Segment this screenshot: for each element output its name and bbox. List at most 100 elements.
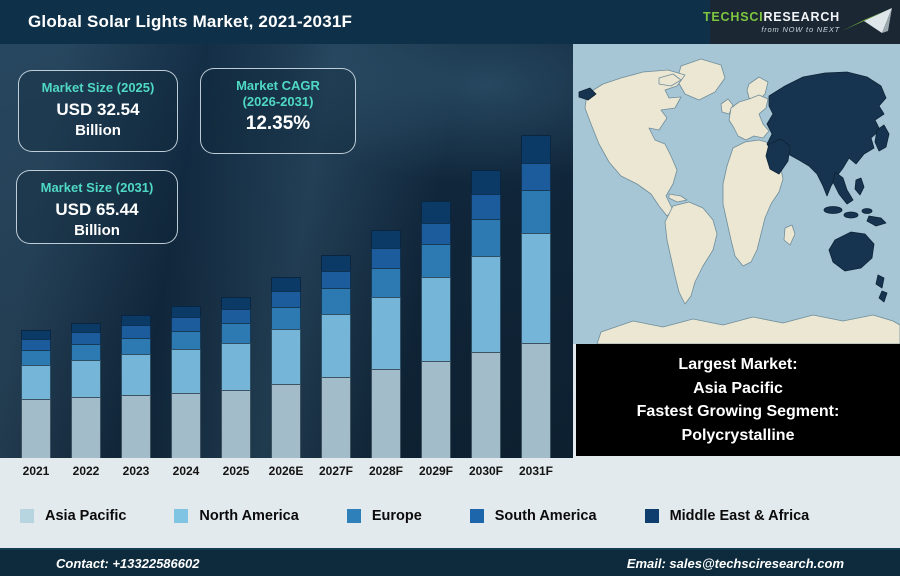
bar-segment: [71, 397, 101, 458]
bar-segment: [121, 337, 151, 355]
bar-2031F: [521, 134, 551, 458]
bar-segment: [521, 190, 551, 234]
bar-segment: [321, 270, 351, 289]
bar-segment: [521, 134, 551, 163]
bar-segment: [121, 324, 151, 338]
legend-label: South America: [494, 508, 597, 524]
bar-segment: [271, 290, 301, 307]
highlight-box-line: Fastest Growing Segment:: [636, 403, 840, 420]
bar-segment: [121, 394, 151, 458]
bar-2026E: [271, 276, 301, 458]
market-size-2031-value: USD 65.44: [55, 200, 139, 219]
bar-segment: [371, 296, 401, 370]
market-size-2025-title: Market Size (2025): [41, 80, 155, 95]
market-size-2025-value: USD 32.54: [56, 100, 140, 119]
market-size-2031-title: Market Size (2031): [40, 180, 154, 195]
bar-segment: [271, 328, 301, 384]
year-label: 2023: [122, 464, 150, 478]
year-label: 2027F: [318, 464, 354, 478]
bar-segment: [21, 399, 51, 458]
logo-tagline: from NOW to NEXT: [761, 25, 840, 34]
year-label: 2022: [72, 464, 100, 478]
bar-segment: [421, 201, 451, 223]
bar-segment: [71, 359, 101, 397]
bar-2030F: [471, 169, 501, 458]
bar-segment: [521, 342, 551, 458]
bar-segment: [421, 277, 451, 361]
legend-label: Middle East & Africa: [669, 508, 810, 524]
logo-brand-primary: TechSci: [702, 10, 764, 24]
bar-segment: [321, 313, 351, 377]
market-cagr-box: Market CAGR (2026-2031) 12.35%: [200, 68, 356, 154]
bar-segment: [71, 344, 101, 360]
bar-segment: [471, 218, 501, 257]
bar-2028F: [371, 229, 401, 458]
legend-item: Middle East & Africa: [644, 508, 810, 524]
bar-segment: [221, 297, 251, 310]
chart-legend: Asia Pacific North America Europe South Ame…: [0, 484, 900, 548]
bar-segment: [371, 369, 401, 458]
legend-label: North America: [199, 508, 299, 524]
bar-segment: [171, 348, 201, 393]
bar-2025: [221, 297, 251, 458]
footer-email: Email: sales@techsciresearch.com: [626, 555, 844, 571]
x-axis-labels: 2021 2022 2023 2024 2025 2026E 2027F 2028F 2029F…: [0, 458, 900, 484]
bar-segment: [471, 169, 501, 195]
bar-segment: [171, 392, 201, 458]
highlight-box: Largest Market: Asia Pacific Fastest Growi…: [576, 344, 900, 456]
bar-segment: [171, 306, 201, 318]
year-label: 2021: [22, 464, 50, 478]
highlight-box-line: Largest Market:: [678, 356, 798, 373]
logo-brand: TechSciResearch: [703, 10, 840, 24]
legend-label: Asia Pacific: [45, 508, 127, 524]
bar-segment: [21, 350, 51, 365]
bar-segment: [421, 244, 451, 278]
year-label: 2031F: [518, 464, 554, 478]
techsci-logo: TechSciResearch from NOW to NEXT: [703, 0, 900, 44]
legend-swatch: [469, 509, 484, 523]
bar-segment: [521, 233, 551, 343]
bar-segment: [321, 376, 351, 458]
bar-segment: [221, 309, 251, 324]
bar-segment: [421, 222, 451, 245]
bar-2029F: [421, 201, 451, 458]
legend-label: Europe: [371, 508, 422, 524]
bar-segment: [371, 248, 401, 268]
footer-bar: Contact: +13322586602 Email: sales@techs…: [0, 548, 900, 576]
footer-contact: Contact: +13322586602: [56, 555, 200, 571]
bar-segment: [21, 338, 51, 351]
bar-segment: [421, 361, 451, 458]
bar-segment: [321, 288, 351, 314]
year-label: 2026E: [268, 464, 304, 478]
chart-panel: Market Size (2025) USD 32.54 Billion Mar…: [0, 44, 573, 458]
market-size-2031-unit: Billion: [74, 222, 120, 239]
header-bar: Global Solar Lights Market, 2021-2031F T…: [0, 0, 900, 44]
logo-brand-secondary: Research: [763, 10, 840, 24]
bar-segment: [471, 256, 501, 353]
bar-segment: [371, 229, 401, 249]
bar-2024: [171, 306, 201, 458]
bar-segment: [71, 332, 101, 345]
logo-arrow-icon: [842, 8, 892, 33]
bar-segment: [271, 383, 301, 458]
bar-2027F: [321, 254, 351, 458]
bar-2022: [71, 323, 101, 458]
legend-swatch: [20, 509, 34, 523]
bar-segment: [271, 306, 301, 329]
legend-item: Europe: [346, 508, 422, 524]
bar-segment: [221, 390, 251, 458]
bar-segment: [21, 330, 51, 339]
bar-segment: [121, 314, 151, 325]
legend-item: South America: [469, 508, 597, 524]
market-size-2031-box: Market Size (2031) USD 65.44 Billion: [16, 170, 178, 244]
bar-2023: [121, 314, 151, 458]
bar-segment: [321, 254, 351, 271]
world-map-panel: [573, 44, 900, 345]
bar-segment: [171, 330, 201, 349]
year-label: 2028F: [368, 464, 404, 478]
bar-segment: [221, 342, 251, 391]
legend-item: North America: [174, 508, 299, 524]
legend-swatch: [174, 509, 189, 523]
bar-segment: [521, 162, 551, 191]
